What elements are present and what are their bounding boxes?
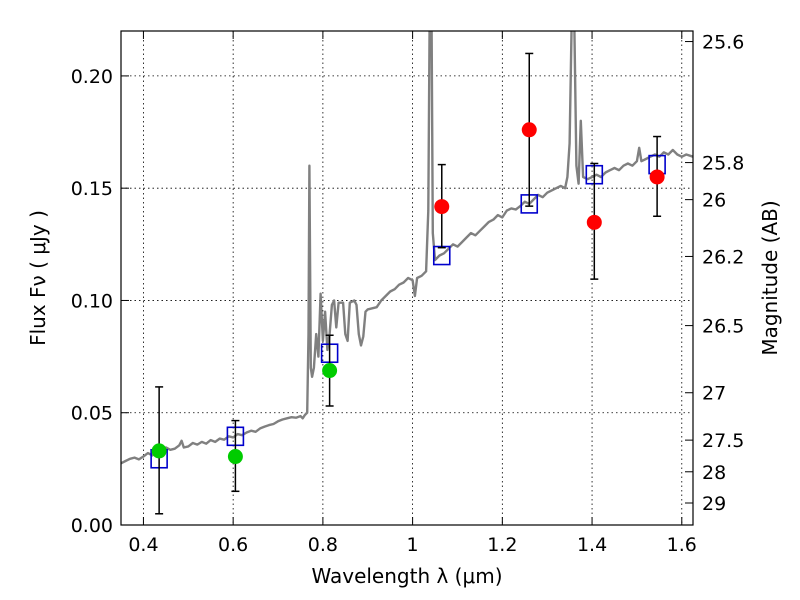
optical-point <box>227 449 243 465</box>
x-tick-label: 0.4 <box>128 534 158 556</box>
detections-point <box>586 214 602 230</box>
y-right-tick-label: 26.2 <box>702 246 744 268</box>
spectrum-line <box>121 31 693 465</box>
plot-frame <box>120 30 694 526</box>
y-tick-label: 0.10 <box>71 290 113 312</box>
y-right-tick-label: 27 <box>702 383 726 405</box>
y-axis-label: Flux Fν ( μJy ) <box>26 210 50 346</box>
y-tick-label: 0.05 <box>71 403 113 425</box>
x-tick-label: 0.6 <box>218 534 248 556</box>
x-tick-label: 1.6 <box>667 534 697 556</box>
y-right-tick-label: 29 <box>702 493 726 515</box>
x-tick-label: 1.2 <box>487 534 517 556</box>
optical-point <box>322 363 338 379</box>
detections-point <box>649 169 665 185</box>
axis-ticks: 0.4 0.6 0.8 1 1.2 1.4 1.6 0.00 0.05 0.10 0.15 0.20 2… <box>71 31 744 556</box>
optical-point <box>151 443 167 459</box>
y-tick-label: 0.15 <box>71 178 113 200</box>
y-right-tick-label: 26 <box>702 190 726 212</box>
y-right-tick-label: 27.5 <box>702 430 744 452</box>
plot-area <box>121 31 693 515</box>
x-tick-label: 0.8 <box>308 534 338 556</box>
detections-point <box>434 199 450 215</box>
y-axis-right-label: Magnitude (AB) <box>758 200 782 355</box>
detections-point <box>521 122 537 138</box>
y-right-tick-label: 25.6 <box>702 32 744 54</box>
y-tick-label: 0.00 <box>71 515 113 537</box>
x-tick-label: 1.4 <box>577 534 607 556</box>
x-axis-label: Wavelength λ (μm) <box>311 564 502 588</box>
y-right-tick-label: 26.5 <box>702 316 744 338</box>
y-tick-label: 0.20 <box>71 66 113 88</box>
y-right-tick-label: 28 <box>702 462 726 484</box>
x-tick-label: 1 <box>407 534 419 556</box>
y-right-tick-label: 25.8 <box>702 153 744 175</box>
